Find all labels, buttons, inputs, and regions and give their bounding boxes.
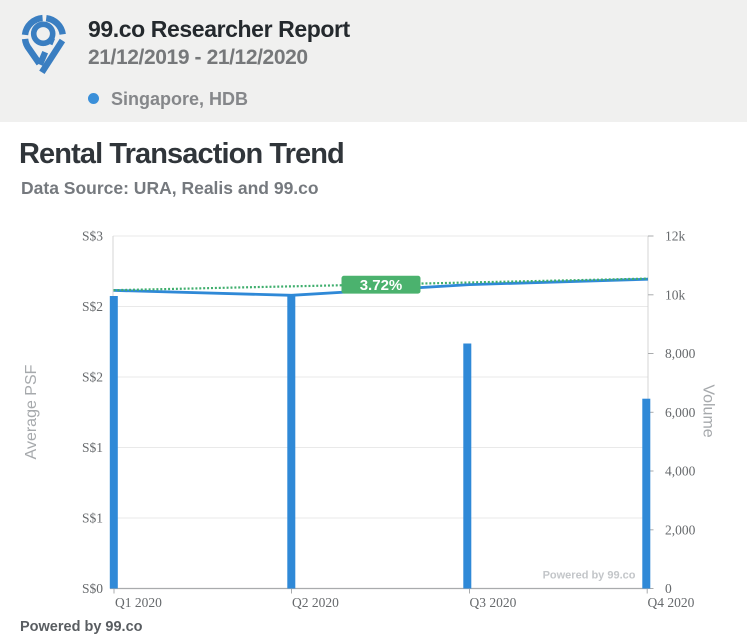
svg-text:2,000: 2,000 [665,522,696,537]
svg-text:Volume: Volume [700,384,717,437]
svg-text:Q2 2020: Q2 2020 [292,595,339,610]
svg-text:4,000: 4,000 [665,464,696,479]
svg-text:0: 0 [665,581,672,596]
svg-text:S$1: S$1 [82,440,103,455]
svg-text:S$3: S$3 [82,229,103,244]
svg-text:S$0: S$0 [82,581,103,596]
svg-text:S$2: S$2 [82,299,103,314]
svg-text:12k: 12k [665,229,686,244]
svg-text:3.72%: 3.72% [360,277,403,294]
svg-text:10k: 10k [665,287,686,302]
svg-text:Q1 2020: Q1 2020 [115,595,162,610]
svg-text:Average PSF: Average PSF [23,364,40,459]
svg-text:8,000: 8,000 [665,346,696,361]
svg-text:S$2: S$2 [82,370,103,385]
svg-text:Powered by 99.co: Powered by 99.co [543,570,636,582]
svg-text:S$1: S$1 [82,511,103,526]
svg-text:Q3 2020: Q3 2020 [470,595,517,610]
svg-text:Q4 2020: Q4 2020 [648,595,695,610]
svg-text:6,000: 6,000 [665,405,696,420]
